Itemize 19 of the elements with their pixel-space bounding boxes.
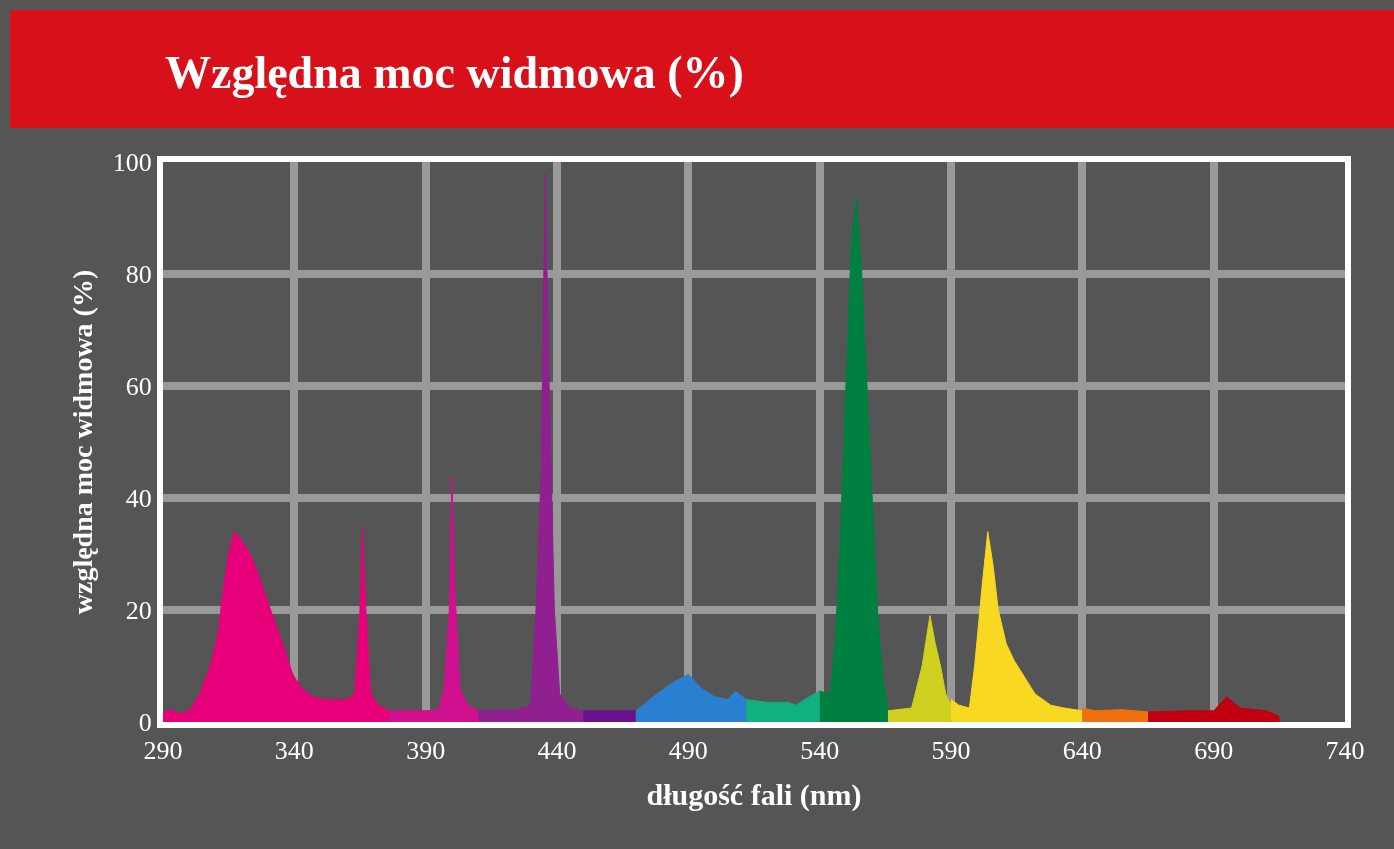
y-tick-label: 100 [112,148,152,178]
x-tick-label: 640 [1062,736,1102,766]
x-tick-label: 390 [406,736,446,766]
y-axis-title: względna moc widmowa (%) [67,269,98,615]
x-tick-label: 290 [143,736,183,766]
x-axis-title: długość fali (nm) [646,778,862,813]
x-tick-label: 490 [668,736,708,766]
y-tick-label: 0 [138,708,152,738]
x-tick-label: 440 [537,736,577,766]
y-tick-label: 60 [125,372,152,402]
x-tick-label: 590 [931,736,971,766]
y-tick-label: 40 [125,484,152,514]
y-tick-label: 80 [125,260,152,290]
y-tick-label: 20 [125,596,152,626]
x-tick-label: 740 [1325,736,1365,766]
x-tick-label: 540 [800,736,840,766]
x-tick-label: 690 [1194,736,1234,766]
x-tick-label: 340 [274,736,314,766]
chart-title: Względna moc widmowa (%) [165,46,744,99]
